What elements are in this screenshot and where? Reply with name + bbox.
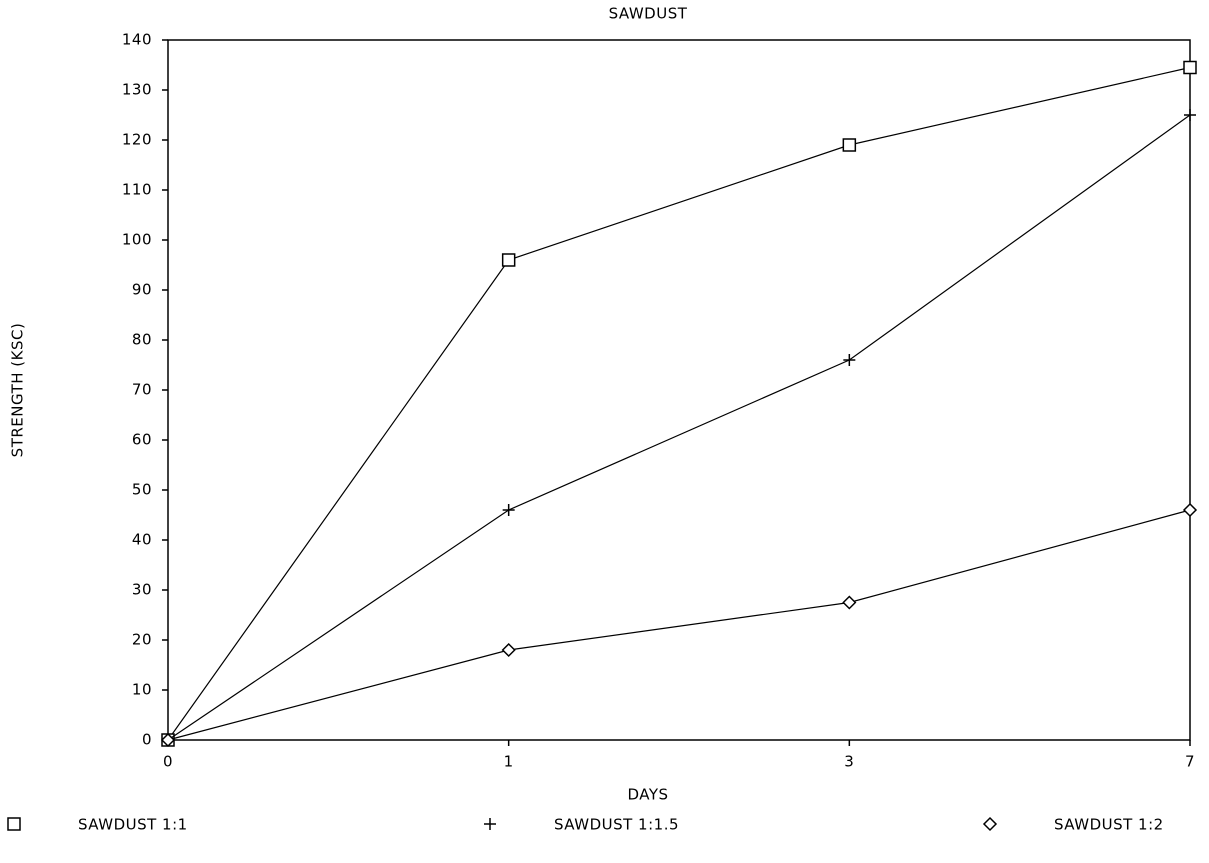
series-line bbox=[168, 510, 1190, 740]
marker bbox=[503, 644, 515, 656]
marker bbox=[1184, 504, 1196, 516]
x-tick-label: 7 bbox=[1185, 753, 1195, 771]
marker bbox=[984, 818, 996, 830]
marker bbox=[484, 818, 496, 830]
y-tick-label: 110 bbox=[122, 181, 152, 199]
x-axis-label: DAYS bbox=[627, 786, 668, 804]
x-tick-label: 0 bbox=[163, 753, 173, 771]
y-tick-label: 20 bbox=[132, 631, 152, 649]
y-tick-label: 0 bbox=[142, 731, 152, 749]
series-line bbox=[168, 68, 1190, 741]
marker bbox=[843, 597, 855, 609]
marker bbox=[503, 504, 515, 516]
y-tick-label: 70 bbox=[132, 381, 152, 399]
y-tick-label: 90 bbox=[132, 281, 152, 299]
marker bbox=[843, 139, 855, 151]
y-tick-label: 40 bbox=[132, 531, 152, 549]
y-tick-label: 130 bbox=[122, 81, 152, 99]
marker bbox=[8, 818, 20, 830]
y-tick-label: 30 bbox=[132, 581, 152, 599]
y-tick-label: 80 bbox=[132, 331, 152, 349]
chart-title: SAWDUST bbox=[609, 5, 688, 23]
y-axis-label: STRENGTH (KSC) bbox=[9, 323, 27, 458]
y-tick-label: 140 bbox=[122, 31, 152, 49]
y-tick-label: 60 bbox=[132, 431, 152, 449]
plot-frame bbox=[168, 40, 1190, 740]
marker bbox=[843, 354, 855, 366]
x-tick-label: 1 bbox=[504, 753, 514, 771]
y-tick-label: 50 bbox=[132, 481, 152, 499]
legend-label: SAWDUST 1:1.5 bbox=[554, 816, 679, 834]
legend-label: SAWDUST 1:1 bbox=[78, 816, 188, 834]
series-line bbox=[168, 115, 1190, 740]
y-tick-label: 120 bbox=[122, 131, 152, 149]
legend-label: SAWDUST 1:2 bbox=[1054, 816, 1164, 834]
y-tick-label: 10 bbox=[132, 681, 152, 699]
marker bbox=[1184, 62, 1196, 74]
marker bbox=[503, 254, 515, 266]
marker bbox=[1184, 109, 1196, 121]
x-tick-label: 3 bbox=[844, 753, 854, 771]
y-tick-label: 100 bbox=[122, 231, 152, 249]
chart: SAWDUST DAYS STRENGTH (KSC) 010203040506… bbox=[0, 0, 1209, 863]
